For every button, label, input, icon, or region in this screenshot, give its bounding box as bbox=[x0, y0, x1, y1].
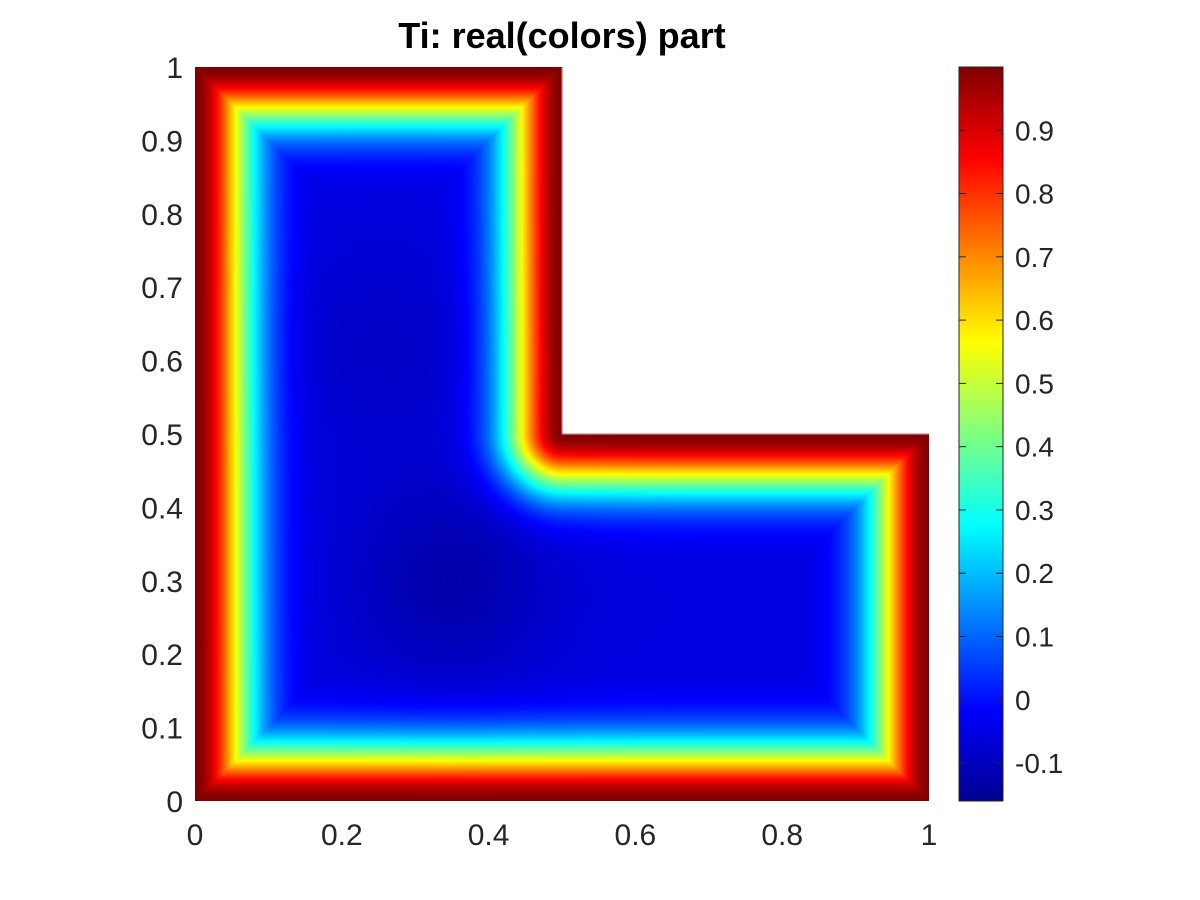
colorbar-tick-label: 0.4 bbox=[1015, 432, 1054, 463]
colorbar-tick-label: 0.8 bbox=[1015, 179, 1054, 210]
colorbar-tick-label: 0 bbox=[1015, 685, 1031, 716]
x-tick-label: 0 bbox=[187, 819, 204, 852]
colorbar-tick-label: 0.1 bbox=[1015, 621, 1054, 652]
colorbar-ticks: -0.1 0 0.1 0.2 0.3 0.4 0.5 0.6 0.7 0.8 0.9 bbox=[959, 115, 1063, 779]
heatmap-image bbox=[195, 67, 929, 801]
y-tick-label: 0.2 bbox=[141, 639, 183, 672]
chart-title: Ti: real(colors) part bbox=[398, 15, 725, 56]
colorbar-frame bbox=[958, 66, 1004, 802]
x-axis-ticks: 0 0.2 0.4 0.6 0.8 1 bbox=[187, 819, 938, 852]
colorbar-gradient bbox=[959, 67, 1003, 801]
y-tick-label: 0.6 bbox=[141, 346, 183, 379]
y-tick-label: 0 bbox=[166, 786, 183, 819]
x-tick-label: 0.2 bbox=[321, 819, 363, 852]
x-tick-label: 0.6 bbox=[615, 819, 657, 852]
x-tick-label: 1 bbox=[921, 819, 938, 852]
y-tick-label: 0.4 bbox=[141, 492, 183, 525]
x-tick-label: 0.4 bbox=[468, 819, 510, 852]
colorbar-tick-label: 0.7 bbox=[1015, 242, 1054, 273]
colorbar-tick-label: 0.9 bbox=[1015, 115, 1054, 146]
y-tick-label: 0.7 bbox=[141, 272, 183, 305]
colorbar-tick-label: 0.5 bbox=[1015, 368, 1054, 399]
colorbar-tick-label: 0.2 bbox=[1015, 558, 1054, 589]
y-tick-label: 1 bbox=[166, 52, 183, 85]
colorbar-tick-label: -0.1 bbox=[1015, 748, 1063, 779]
x-tick-label: 0.8 bbox=[761, 819, 803, 852]
y-axis-ticks: 0 0.1 0.2 0.3 0.4 0.5 0.6 0.7 0.8 0.9 1 bbox=[141, 52, 183, 819]
y-tick-label: 0.9 bbox=[141, 125, 183, 158]
colorbar: -0.1 0 0.1 0.2 0.3 0.4 0.5 0.6 0.7 0.8 0.9 bbox=[958, 66, 1063, 802]
y-tick-label: 0.1 bbox=[141, 713, 183, 746]
heatmap-area bbox=[195, 67, 929, 801]
colorbar-tick-label: 0.3 bbox=[1015, 495, 1054, 526]
colorbar-tick-label: 0.6 bbox=[1015, 305, 1054, 336]
y-tick-label: 0.8 bbox=[141, 199, 183, 232]
y-tick-label: 0.3 bbox=[141, 566, 183, 599]
y-tick-label: 0.5 bbox=[141, 419, 183, 452]
